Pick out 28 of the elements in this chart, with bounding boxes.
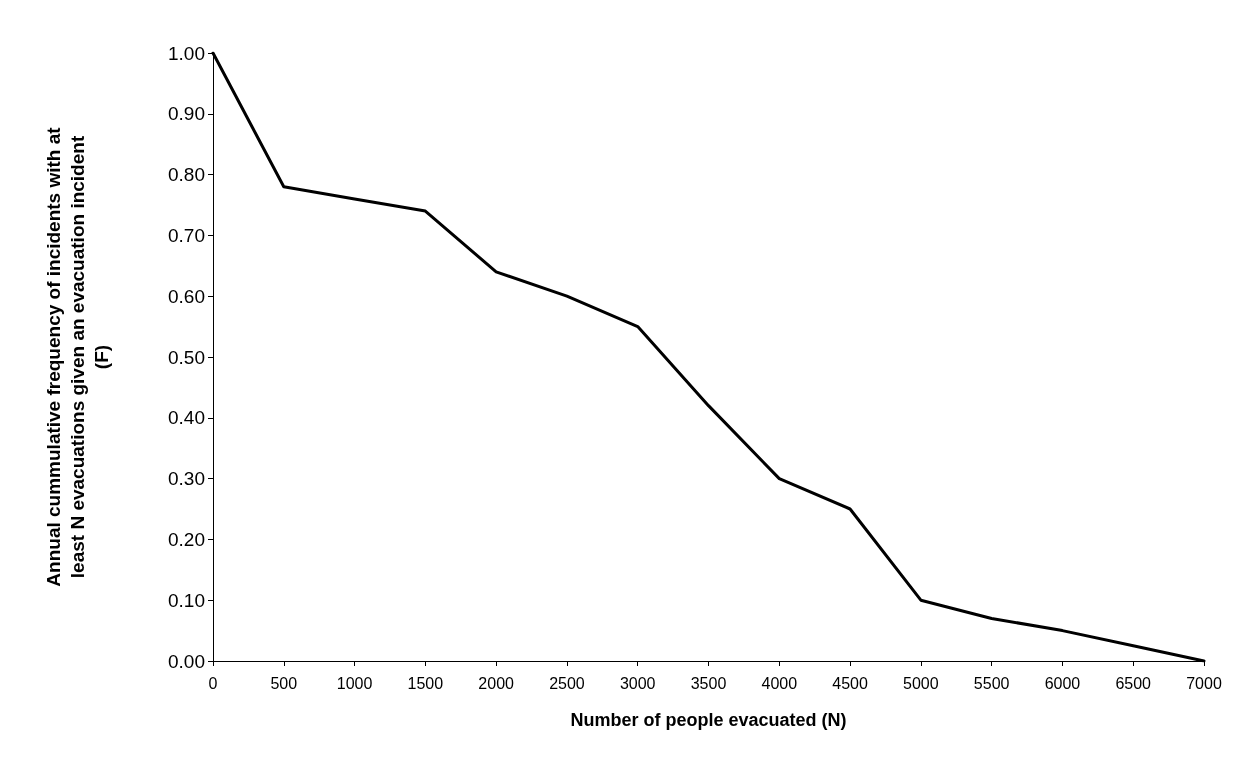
x-tick-label: 3500 (690, 674, 727, 692)
y-tick-label: 0.20 (168, 528, 205, 550)
x-tick-label: 0 (208, 674, 218, 692)
x-tick-label: 2000 (478, 674, 515, 692)
y-tick-label: 0.50 (168, 346, 205, 368)
x-tick-label: 1500 (407, 674, 444, 692)
y-tick-label: 0.40 (168, 407, 205, 429)
x-tick-label: 6500 (1115, 674, 1152, 692)
x-tick-label: 2500 (549, 674, 585, 692)
y-tick-label: 0.80 (168, 164, 205, 186)
y-tick-label: 0.70 (168, 224, 205, 246)
y-tick-label: 1.00 (168, 42, 205, 64)
x-tick-label: 5500 (973, 674, 1010, 692)
x-tick-label: 500 (270, 674, 298, 692)
y-tick-label: 0.60 (168, 285, 205, 307)
x-tick-label: 3000 (619, 674, 656, 692)
x-tick-label: 5000 (903, 674, 939, 692)
y-tick-label: 0.30 (168, 468, 205, 490)
x-tick-label: 1000 (336, 674, 373, 692)
y-tick-label: 0.10 (168, 589, 205, 611)
x-axis-title: Number of people evacuated (N) (570, 710, 847, 730)
x-tick-label: 7000 (1186, 674, 1222, 692)
y-tick-label: 0.90 (168, 103, 205, 125)
y-tick-label: 0.00 (168, 650, 205, 672)
x-tick-label: 4500 (832, 674, 868, 692)
x-tick-label: 6000 (1044, 674, 1081, 692)
y-axis-title: Annual cummulative frequency of incidents with at least N evacuations given an evacuation incident (F) (42, 126, 112, 587)
x-tick-label: 4000 (761, 674, 798, 692)
